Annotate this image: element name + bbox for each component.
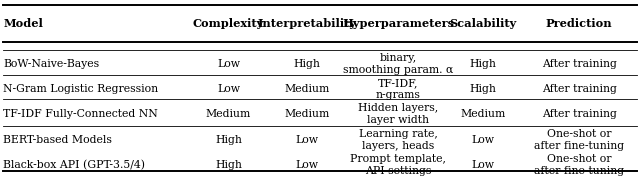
Text: Hidden layers,
layer width: Hidden layers, layer width <box>358 102 438 125</box>
Text: Black-box API (GPT-3.5/4): Black-box API (GPT-3.5/4) <box>3 160 145 171</box>
Text: Low: Low <box>217 59 240 69</box>
Text: Low: Low <box>296 161 319 170</box>
Text: Hyperparameters: Hyperparameters <box>342 18 454 29</box>
Text: TF-IDF Fully-Connected NN: TF-IDF Fully-Connected NN <box>3 109 158 118</box>
Text: High: High <box>215 135 242 145</box>
Text: Complexity: Complexity <box>193 18 264 29</box>
Text: BoW-Naive-Bayes: BoW-Naive-Bayes <box>3 59 99 69</box>
Text: High: High <box>470 59 497 69</box>
Text: High: High <box>215 161 242 170</box>
Text: Prediction: Prediction <box>546 18 612 29</box>
Text: N-Gram Logistic Regression: N-Gram Logistic Regression <box>3 84 158 94</box>
Text: Low: Low <box>296 135 319 145</box>
Text: Learning rate,
layers, heads: Learning rate, layers, heads <box>358 129 438 151</box>
Text: Low: Low <box>472 135 495 145</box>
Text: After training: After training <box>542 109 616 118</box>
Text: Interpretability: Interpretability <box>258 18 356 29</box>
Text: TF-IDF,
n-grams: TF-IDF, n-grams <box>376 78 420 100</box>
Text: Low: Low <box>217 84 240 94</box>
Text: Model: Model <box>3 18 43 29</box>
Text: binary,
smoothing param. α: binary, smoothing param. α <box>343 53 453 75</box>
Text: Scalability: Scalability <box>449 18 517 29</box>
Text: Prompt template,
API settings: Prompt template, API settings <box>350 155 446 176</box>
Text: Medium: Medium <box>206 109 251 118</box>
Text: BERT-based Models: BERT-based Models <box>3 135 112 145</box>
Text: High: High <box>294 59 321 69</box>
Text: After training: After training <box>542 84 616 94</box>
Text: After training: After training <box>542 59 616 69</box>
Text: One-shot or
after fine-tuning: One-shot or after fine-tuning <box>534 129 624 151</box>
Text: Medium: Medium <box>285 84 330 94</box>
Text: Medium: Medium <box>461 109 506 118</box>
Text: Low: Low <box>472 161 495 170</box>
Text: High: High <box>470 84 497 94</box>
Text: One-shot or
after fine-tuning: One-shot or after fine-tuning <box>534 155 624 176</box>
Text: Medium: Medium <box>285 109 330 118</box>
